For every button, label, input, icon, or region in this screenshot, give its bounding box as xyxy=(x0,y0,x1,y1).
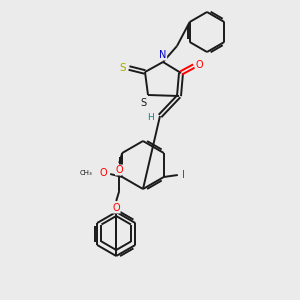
Text: S: S xyxy=(120,63,126,73)
Text: H: H xyxy=(147,113,153,122)
Text: O: O xyxy=(116,165,123,175)
Text: CH₃: CH₃ xyxy=(80,170,92,176)
Text: O: O xyxy=(195,60,203,70)
Text: O: O xyxy=(99,168,107,178)
Text: O: O xyxy=(112,203,120,213)
Text: I: I xyxy=(182,170,185,180)
Text: S: S xyxy=(140,98,146,108)
Text: N: N xyxy=(159,50,167,60)
